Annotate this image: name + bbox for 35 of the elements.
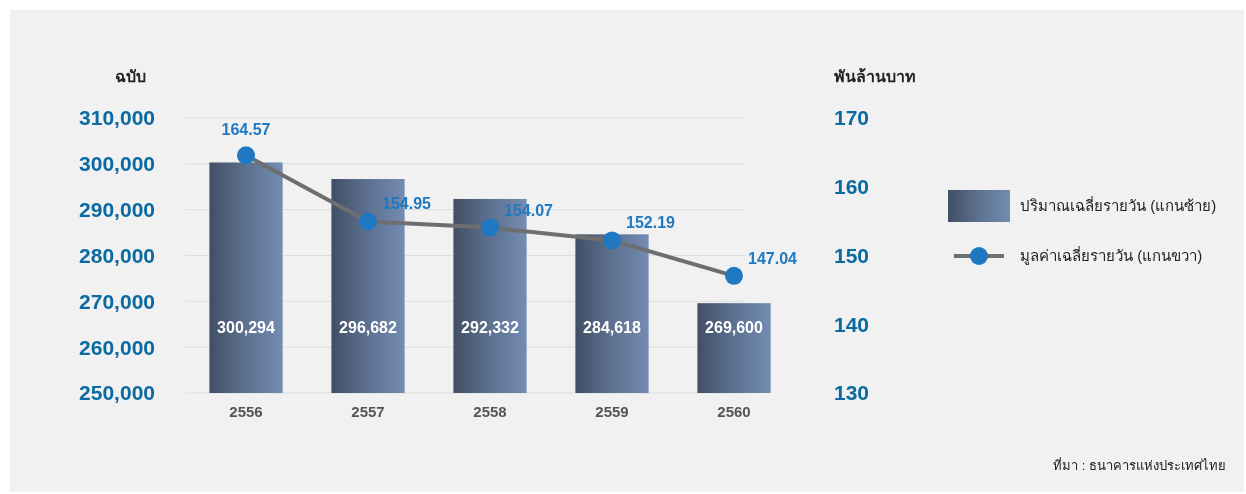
y-tick-label: 260,000 xyxy=(79,335,155,359)
x-tick-label: 2560 xyxy=(717,403,751,420)
y-tick-label: 310,000 xyxy=(79,106,155,130)
y-axis-title: ฉบับ xyxy=(114,68,146,85)
y-tick-label: 280,000 xyxy=(79,243,155,267)
legend-label: ปริมาณเฉลี่ยรายวัน (แกนซ้าย) xyxy=(1020,195,1217,215)
y2-tick-label: 140 xyxy=(834,312,870,336)
x-tick-label: 2559 xyxy=(595,403,629,420)
y-tick-label: 290,000 xyxy=(79,198,155,222)
x-tick-label: 2556 xyxy=(229,403,263,420)
y2-tick-label: 130 xyxy=(834,381,870,405)
point xyxy=(603,231,621,250)
data-label: 164.57 xyxy=(221,121,271,139)
x-tick-label: 2558 xyxy=(473,403,507,420)
point xyxy=(481,218,499,237)
data-label: 292,332 xyxy=(461,319,520,336)
text: ที่มา : ธนาคารแห่งประเทศไทย xyxy=(1053,457,1226,473)
data-label: 152.19 xyxy=(626,214,676,232)
data-label: 284,618 xyxy=(583,319,642,336)
x-tick-label: 2557 xyxy=(351,403,385,420)
legend-label: มูลค่าเฉลี่ยรายวัน (แกนขวา) xyxy=(1020,245,1203,266)
data-label: 296,682 xyxy=(339,319,398,336)
point xyxy=(725,266,743,285)
y2-tick-label: 160 xyxy=(834,175,870,199)
data-label: 269,600 xyxy=(705,319,764,336)
y2-tick-label: 150 xyxy=(834,243,870,267)
y2-tick-label: 170 xyxy=(834,106,870,130)
point xyxy=(359,212,377,231)
y-tick-label: 250,000 xyxy=(79,381,155,405)
y2-axis-title: พันล้านบาท xyxy=(834,68,916,85)
y-tick-label: 270,000 xyxy=(79,289,155,313)
data-label: 300,294 xyxy=(217,319,276,336)
point xyxy=(237,146,255,165)
data-label: 147.04 xyxy=(748,249,798,267)
y-tick-label: 300,000 xyxy=(79,152,155,176)
